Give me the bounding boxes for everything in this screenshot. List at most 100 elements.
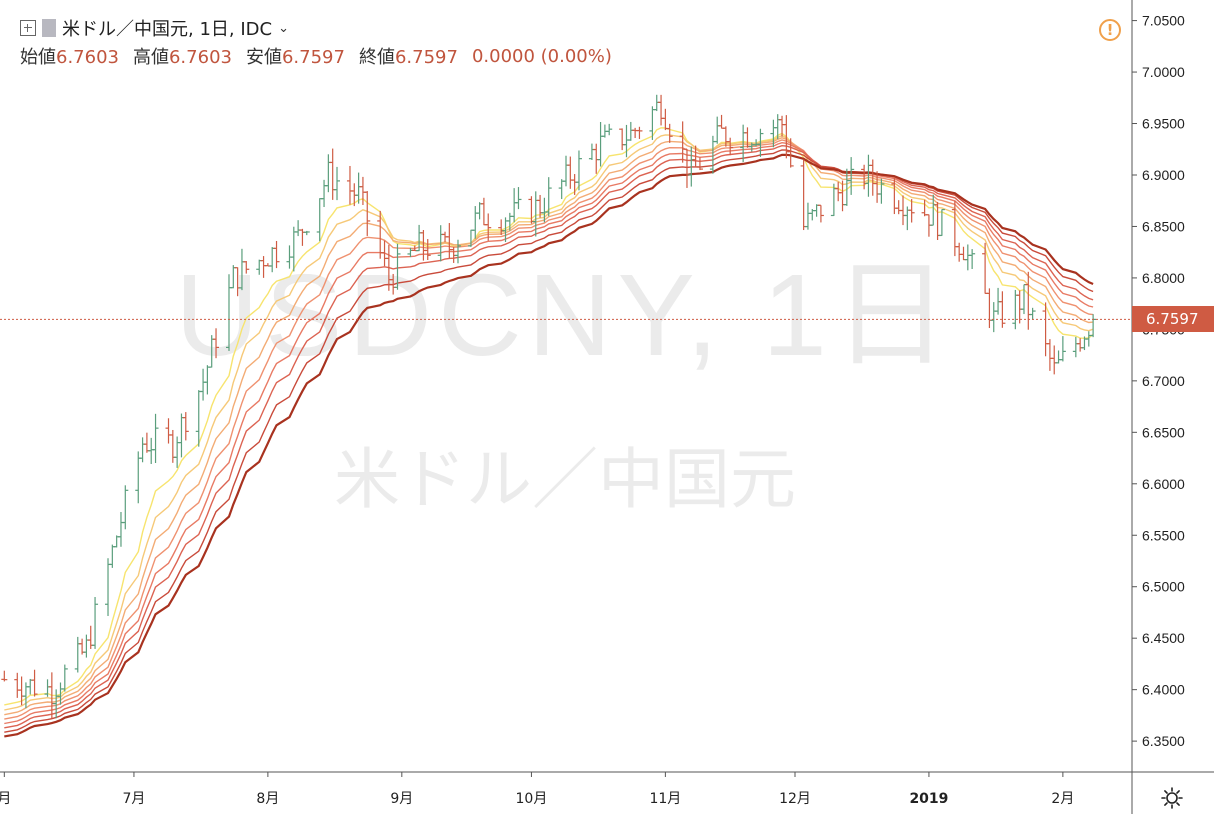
ma-line bbox=[4, 139, 1094, 720]
candle bbox=[606, 123, 613, 136]
candle bbox=[938, 208, 945, 237]
candle bbox=[839, 180, 846, 212]
y-tick-label: 6.7000 bbox=[1142, 373, 1185, 389]
candle bbox=[74, 636, 81, 673]
candle bbox=[619, 128, 626, 151]
candle bbox=[1072, 336, 1079, 358]
ohlc-low: 安値6.7597 bbox=[245, 47, 345, 68]
candle bbox=[1020, 284, 1027, 315]
x-tick-label: 2月 bbox=[1051, 791, 1074, 807]
candle bbox=[295, 220, 302, 237]
x-axis[interactable]: 月 7月 8月 9月 10月 11月 12月 2019 2月 bbox=[0, 772, 1074, 807]
candle bbox=[424, 239, 431, 261]
candle bbox=[718, 114, 725, 129]
candle bbox=[990, 302, 997, 333]
legend: 米ドル／中国元, 1日, IDC ⌄ 始値6.7603 高値6.7603 安値6… bbox=[20, 14, 612, 70]
candle bbox=[454, 239, 461, 264]
plus-box-icon[interactable] bbox=[20, 20, 36, 36]
candle bbox=[1012, 289, 1019, 330]
candle bbox=[480, 197, 487, 226]
candle bbox=[895, 200, 902, 215]
watermark-name: 米ドル／中国元 bbox=[334, 441, 796, 518]
candle bbox=[243, 261, 250, 274]
candles bbox=[1, 94, 1097, 719]
candle bbox=[817, 204, 824, 223]
candle bbox=[135, 451, 142, 504]
candle bbox=[571, 174, 578, 195]
candle bbox=[528, 196, 535, 224]
candle bbox=[848, 157, 855, 195]
candle bbox=[1025, 271, 1032, 330]
ma-line bbox=[4, 144, 1094, 729]
candle bbox=[1077, 338, 1084, 352]
candle bbox=[346, 165, 353, 205]
candle bbox=[960, 246, 967, 261]
candle bbox=[787, 138, 794, 168]
candle bbox=[303, 230, 310, 236]
candle bbox=[757, 128, 764, 157]
x-tick-label: 10月 bbox=[516, 791, 548, 807]
candle bbox=[31, 669, 38, 697]
y-tick-label: 6.9000 bbox=[1142, 167, 1185, 183]
candle bbox=[329, 148, 336, 200]
candle bbox=[696, 157, 703, 171]
ohlc-high: 高値6.7603 bbox=[132, 47, 232, 68]
candle bbox=[969, 249, 976, 269]
candle bbox=[986, 288, 993, 329]
y-tick-label: 6.3500 bbox=[1142, 733, 1185, 749]
candle bbox=[575, 150, 582, 191]
y-tick-label: 6.8000 bbox=[1142, 270, 1185, 286]
candle bbox=[649, 106, 656, 140]
candle bbox=[567, 156, 574, 189]
flag-icon[interactable] bbox=[42, 19, 56, 37]
candle bbox=[804, 202, 811, 230]
candle bbox=[174, 436, 181, 468]
candle bbox=[61, 664, 68, 692]
candle bbox=[908, 199, 915, 223]
candle bbox=[779, 115, 786, 137]
y-tick-label: 6.6500 bbox=[1142, 424, 1185, 440]
ma-ribbon bbox=[4, 127, 1094, 738]
candle bbox=[951, 200, 958, 257]
candle bbox=[545, 177, 552, 217]
candle bbox=[299, 228, 306, 246]
x-tick-label: 7月 bbox=[122, 791, 145, 807]
candle bbox=[800, 159, 807, 231]
candle bbox=[999, 291, 1006, 328]
gear-icon[interactable] bbox=[1160, 786, 1184, 810]
candle bbox=[485, 213, 492, 241]
candle bbox=[632, 127, 639, 139]
candle bbox=[1029, 307, 1036, 320]
candle bbox=[316, 198, 323, 242]
warning-circle-icon[interactable]: ! bbox=[1099, 19, 1121, 41]
candle bbox=[714, 116, 721, 144]
candle bbox=[148, 437, 155, 464]
y-tick-label: 7.0500 bbox=[1142, 13, 1185, 29]
candle bbox=[982, 242, 989, 294]
candle bbox=[109, 544, 116, 568]
candle bbox=[27, 678, 34, 695]
candle bbox=[662, 108, 669, 131]
x-tick-label: 8月 bbox=[256, 791, 279, 807]
candle bbox=[139, 437, 146, 463]
candle bbox=[321, 179, 328, 208]
candle bbox=[956, 242, 963, 262]
y-axis[interactable]: 7.05007.00006.95006.90006.85006.80006.75… bbox=[1132, 13, 1185, 750]
x-tick-label: 12月 bbox=[779, 791, 811, 807]
candle bbox=[143, 432, 150, 453]
candle bbox=[92, 597, 99, 649]
candle bbox=[18, 676, 25, 706]
watermark-symbol: USDCNY, 1日 bbox=[175, 250, 955, 380]
chevron-down-icon[interactable]: ⌄ bbox=[278, 20, 289, 36]
symbol-title[interactable]: 米ドル／中国元, 1日, IDC bbox=[62, 19, 273, 40]
candle bbox=[813, 204, 820, 217]
ma-line bbox=[4, 137, 1094, 716]
candle bbox=[182, 412, 189, 441]
last-price-label: 6.7597 bbox=[1132, 306, 1214, 333]
candle bbox=[515, 187, 522, 210]
candle bbox=[213, 328, 220, 359]
y-tick-label: 6.4000 bbox=[1142, 682, 1185, 698]
y-tick-label: 6.4500 bbox=[1142, 630, 1185, 646]
ma-line bbox=[4, 153, 1094, 738]
